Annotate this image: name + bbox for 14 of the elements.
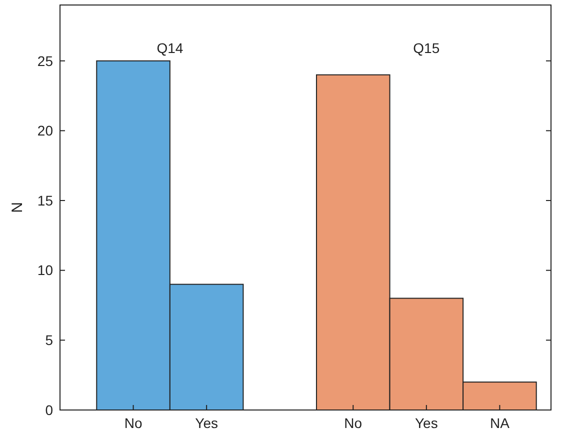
y-tick-label: 20 (37, 122, 54, 139)
y-tick-label: 15 (37, 192, 54, 208)
y-tick-label: 10 (37, 262, 54, 278)
x-tick-label: No (124, 415, 142, 431)
x-tick-label: No (344, 415, 362, 431)
x-tick-label: Yes (414, 415, 438, 431)
y-axis-title: N (9, 202, 26, 213)
y-tick-label: 25 (37, 52, 54, 69)
annotation: Q15 (413, 40, 440, 56)
y-tick-label: 5 (45, 332, 54, 348)
x-tick-label: NA (490, 415, 510, 431)
annotation: Q14 (156, 40, 184, 56)
x-tick-label: Yes (195, 415, 218, 431)
y-tick-label: 0 (45, 402, 54, 418)
